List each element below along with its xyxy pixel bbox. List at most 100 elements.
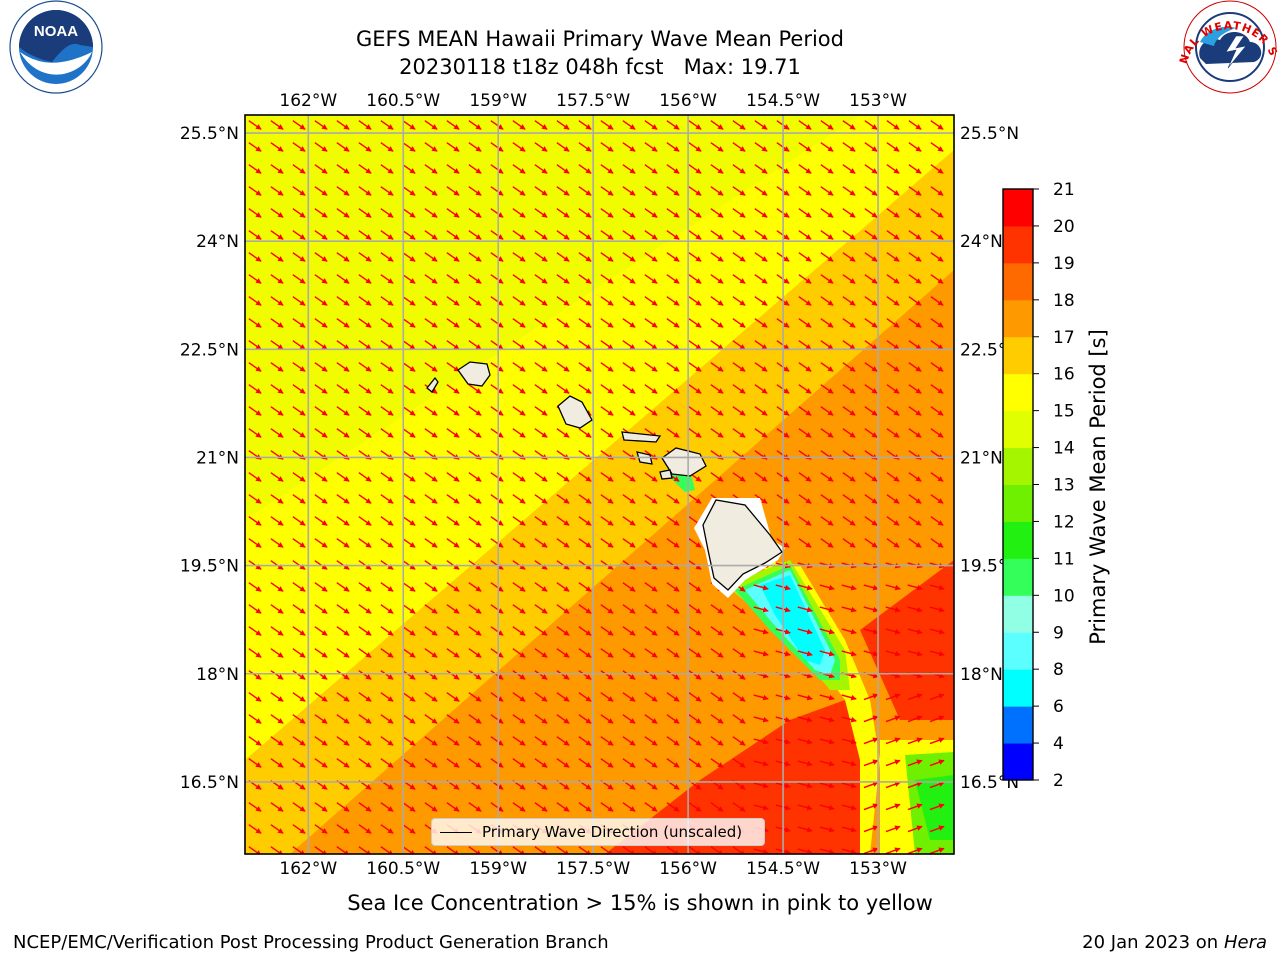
wave-arrow	[578, 208, 592, 218]
wave-arrow	[622, 384, 636, 394]
wave-arrow	[864, 340, 878, 350]
wave-arrow	[248, 230, 262, 240]
wave-arrow	[820, 274, 834, 284]
wave-arrow	[798, 472, 812, 482]
wave-arrow	[292, 274, 306, 284]
credit-date-text: 20 Jan 2023 on	[1082, 932, 1219, 953]
wave-arrow	[314, 516, 328, 526]
wave-arrow	[644, 516, 658, 526]
wave-arrow	[336, 340, 350, 350]
wave-arrow	[556, 472, 570, 482]
wave-arrow	[578, 670, 592, 680]
wave-arrow	[358, 714, 372, 724]
wave-arrow	[336, 274, 350, 284]
wave-arrow	[688, 406, 702, 416]
wave-arrow	[402, 714, 416, 724]
wave-arrow	[424, 626, 438, 636]
wave-arrow	[732, 296, 746, 306]
wave-arrow	[358, 516, 372, 526]
wave-arrow	[644, 406, 658, 416]
wave-arrow	[248, 362, 262, 372]
wave-arrow	[907, 606, 923, 613]
wave-arrow	[732, 472, 746, 482]
wave-arrow	[292, 340, 306, 350]
wave-arrow	[820, 252, 834, 262]
wave-arrow	[336, 648, 350, 658]
wave-arrow	[907, 759, 923, 767]
wave-arrow	[578, 230, 592, 240]
wave-arrow	[402, 120, 416, 130]
wave-arrow	[534, 362, 548, 372]
wave-arrow	[336, 736, 350, 746]
wave-arrow	[666, 714, 680, 724]
wave-arrow	[841, 606, 857, 613]
wave-arrow	[929, 825, 945, 833]
wave-arrow	[424, 142, 438, 152]
wave-arrow	[292, 318, 306, 328]
wave-arrow	[314, 824, 328, 834]
wave-arrow	[534, 626, 548, 636]
wave-arrow	[930, 406, 944, 416]
wave-arrow	[512, 538, 526, 548]
wave-arrow	[358, 758, 372, 768]
wave-arrow	[622, 164, 636, 174]
wave-arrow	[710, 758, 724, 768]
wave-arrow	[666, 142, 680, 152]
wave-arrow	[930, 296, 944, 306]
wave-arrow	[688, 230, 702, 240]
colorbar-tick-label: 21	[1053, 180, 1075, 200]
wave-arrow	[556, 428, 570, 438]
wave-arrow	[578, 120, 592, 130]
wave-arrow	[688, 494, 702, 504]
wave-arrow	[732, 230, 746, 240]
wave-arrow	[402, 384, 416, 394]
wave-arrow	[292, 604, 306, 614]
wave-arrow	[600, 626, 614, 636]
wave-arrow	[798, 164, 812, 174]
wave-arrow	[907, 825, 923, 833]
wave-arrow	[732, 208, 746, 218]
wave-arrow	[600, 252, 614, 262]
wave-arrow	[754, 164, 768, 174]
wave-arrow	[446, 472, 460, 482]
wave-arrow	[490, 692, 504, 702]
wave-arrow	[798, 208, 812, 218]
wave-arrow	[885, 606, 901, 613]
wave-arrow	[270, 120, 284, 130]
wave-arrow	[490, 384, 504, 394]
wave-arrow	[754, 142, 768, 152]
wave-arrow	[930, 208, 944, 218]
lon-tick-label: 162°W	[279, 859, 337, 879]
wave-arrow	[622, 670, 636, 680]
wave-arrow	[468, 604, 482, 614]
wave-arrow	[534, 582, 548, 592]
wave-arrow	[534, 252, 548, 262]
wave-arrow	[688, 164, 702, 174]
lat-tick-label: 24°N	[960, 232, 1003, 252]
wave-arrow	[578, 472, 592, 482]
wave-arrow	[798, 384, 812, 394]
wave-arrow	[512, 692, 526, 702]
wave-arrow	[622, 692, 636, 702]
wave-arrow	[424, 318, 438, 328]
wave-arrow	[710, 384, 724, 394]
wave-arrow	[842, 318, 856, 328]
colorbar-segment	[1003, 262, 1033, 301]
wave-arrow	[622, 714, 636, 724]
wave-arrow	[512, 472, 526, 482]
wave-arrow	[732, 626, 746, 636]
wave-arrow	[468, 406, 482, 416]
wave-arrow	[490, 714, 504, 724]
wave-arrow	[380, 516, 394, 526]
wave-arrow	[820, 296, 834, 306]
wave-arrow	[248, 582, 262, 592]
wave-arrow	[380, 472, 394, 482]
wave-arrow	[534, 384, 548, 394]
wave-arrow	[248, 472, 262, 482]
wave-arrow	[556, 604, 570, 614]
wave-arrow	[248, 296, 262, 306]
map-legend: Primary Wave Direction (unscaled)	[431, 818, 765, 846]
wave-arrow	[424, 582, 438, 592]
lon-tick-label: 159°W	[469, 91, 527, 111]
wave-arrow	[753, 694, 769, 701]
